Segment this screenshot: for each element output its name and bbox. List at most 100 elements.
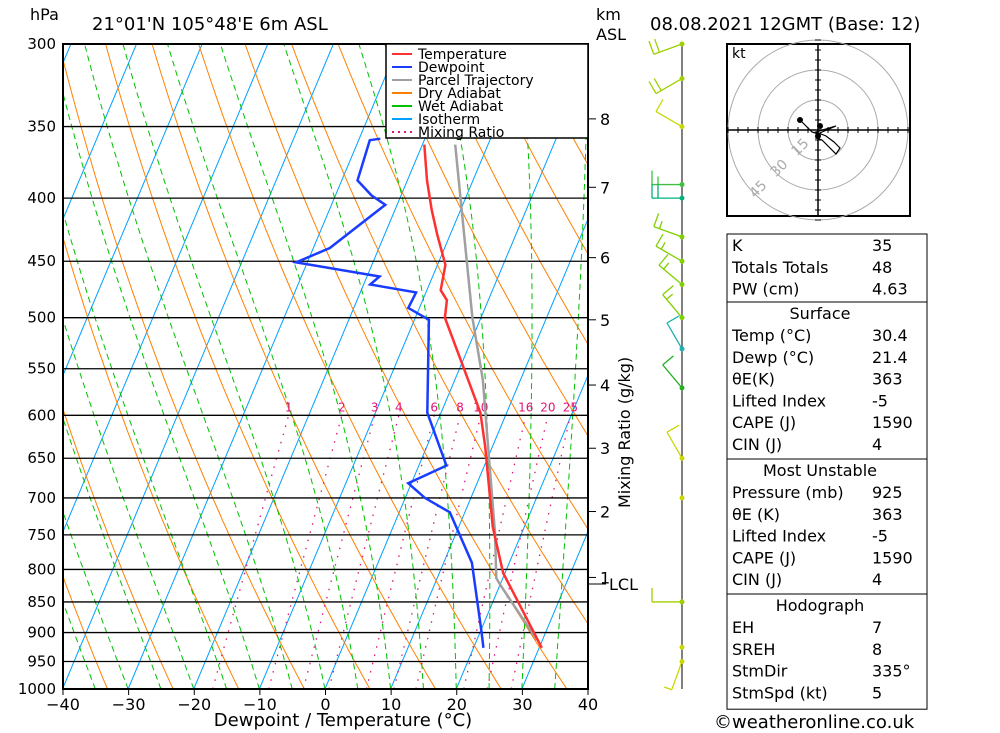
table-row-label: Dewp (°C)	[732, 348, 814, 367]
km-tick-label: 2	[600, 503, 610, 522]
x-tick-label: −30	[112, 695, 146, 714]
wind-barb-staff	[662, 364, 683, 389]
legend-label: Parcel Trajectory	[418, 73, 534, 89]
table-row-label: StmDir	[732, 662, 788, 681]
wind-barbs	[648, 38, 685, 691]
wind-barb	[658, 254, 685, 288]
wind-barb-feather	[666, 315, 680, 324]
mixing-ratio-line	[486, 415, 549, 689]
table-section-hodograph_table	[726, 593, 928, 710]
mixing-ratio-label: 4	[395, 400, 403, 414]
isotherm-line	[521, 530, 588, 689]
isotherm-line	[258, 44, 531, 689]
wind-barb	[663, 659, 685, 691]
pressure-tick-label: 300	[27, 35, 56, 53]
isotherm-line	[63, 44, 137, 221]
km-tick-label: 4	[600, 376, 610, 395]
wind-barb-feather	[662, 355, 674, 366]
dry-adiabat-line	[63, 575, 108, 689]
wind-barb-feather	[648, 81, 657, 94]
table-section-title: Hodograph	[776, 596, 865, 615]
km-tick-label: 6	[600, 249, 610, 268]
x-tick-label: 30	[512, 695, 532, 714]
table-section-surface	[726, 301, 928, 462]
table-row-label: Lifted Index	[732, 527, 826, 546]
mixing-ratio-label: 20	[540, 400, 555, 414]
wind-barb-staff	[655, 78, 683, 95]
dry-adiabat-line	[337, 44, 588, 530]
pressure-tick-label: 800	[27, 560, 56, 578]
legend-label: Wet Adiabat	[418, 99, 504, 115]
wind-barb-feather	[658, 254, 669, 266]
legend-label: Dry Adiabat	[418, 86, 501, 102]
isotherm-line	[0, 44, 5, 689]
mixing-ratio-line	[365, 415, 435, 689]
dry-adiabat-line	[151, 44, 437, 689]
table-row-value: 4	[872, 570, 882, 589]
wind-barb	[679, 644, 685, 650]
hodograph-unit: kt	[732, 46, 746, 62]
wind-barb-dot	[679, 495, 685, 501]
table-row-value: 1590	[872, 548, 913, 567]
table-row-value: 4.63	[872, 280, 908, 299]
pressure-lines	[63, 43, 588, 690]
mixing-ratio-axis-label: Mixing Ratio (g/kg)	[615, 357, 634, 508]
wind-barb-feather	[666, 293, 674, 300]
wind-barb-feather	[648, 40, 655, 55]
wind-barb-dot	[679, 644, 685, 650]
wind-barb-feather	[662, 285, 674, 296]
table-row-value: 363	[872, 370, 903, 389]
x-tick-label: 10	[381, 695, 401, 714]
table-row-value: -5	[872, 391, 888, 410]
table-row-value: 5	[872, 683, 882, 702]
table-row-value: 4	[872, 435, 882, 454]
table-row-value: 8	[872, 640, 882, 659]
wet-adiabat-line	[122, 44, 326, 689]
table-row-value: 30.4	[872, 326, 908, 345]
wind-barb	[666, 424, 685, 461]
pressure-tick-label: 700	[27, 489, 56, 507]
mixing-ratio-label: 1	[285, 400, 293, 414]
wind-barb	[651, 184, 685, 201]
wind-barb-feather	[655, 233, 664, 247]
km-label: km	[596, 5, 621, 24]
wet-adiabat-line	[554, 44, 588, 689]
pressure-tick-label: 750	[27, 526, 56, 544]
legend-label: Isotherm	[418, 112, 480, 128]
table-row-value: -5	[872, 527, 888, 546]
table-section-title: Surface	[790, 304, 851, 323]
wind-barb	[651, 170, 685, 188]
wet-adiabat-line	[63, 510, 129, 689]
pressure-unit-label: hPa	[30, 5, 59, 24]
location-title: 21°01'N 105°48'E 6m ASL	[92, 14, 328, 35]
km-tick-label: 7	[600, 178, 610, 197]
hodograph-marker	[815, 133, 821, 139]
wind-barb-feather	[653, 78, 662, 91]
wind-barb-feather	[655, 99, 664, 112]
wind-barb-feather	[660, 241, 666, 250]
table-row-label: K	[732, 236, 743, 255]
table-row-label: θE (K)	[732, 505, 780, 524]
wind-barb-feather	[653, 213, 660, 227]
profiles	[291, 137, 543, 649]
mixing-ratio-label: 2	[338, 400, 346, 414]
wind-barb-staff	[653, 43, 683, 55]
table-row-value: 335°	[872, 662, 911, 681]
pressure-tick-label: 650	[27, 449, 56, 467]
wet-adiabat-line	[84, 44, 293, 689]
table-row-value: 1590	[872, 413, 913, 432]
wind-barb-staff	[666, 322, 683, 350]
pressure-tick-label: 1000	[18, 680, 56, 698]
wet-adiabat-line	[283, 44, 424, 689]
table-row-label: CAPE (J)	[732, 413, 796, 432]
pressure-tick-label: 900	[27, 624, 56, 642]
parcel-trajectory-line	[453, 144, 539, 641]
hodograph-marker	[817, 123, 823, 129]
isotherm-line	[390, 217, 588, 689]
legend-label: Temperature	[417, 47, 507, 63]
isotherm-line	[63, 44, 334, 689]
table-row-label: PW (cm)	[732, 280, 799, 299]
x-tick-label: 40	[578, 695, 598, 714]
hodograph-marker	[797, 117, 803, 123]
